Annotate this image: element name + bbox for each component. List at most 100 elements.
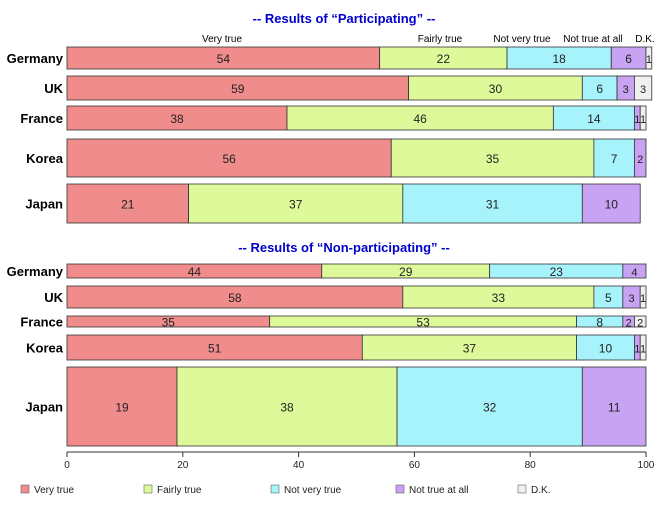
data-label-not-true-at-all-uk: 3	[623, 84, 629, 96]
bar-segment-very-true-korea	[66, 334, 363, 361]
data-label-not-true-at-all-korea: 1	[634, 344, 640, 356]
data-label-not-very-true-france: 14	[587, 112, 601, 126]
data-label-dk-france: 1	[640, 114, 646, 126]
data-label-not-very-true-korea: 10	[599, 342, 613, 356]
data-label-dk-korea: 1	[640, 344, 646, 356]
data-label-fairly-true-germany: 29	[399, 265, 413, 279]
x-tick-label-60: 60	[409, 460, 421, 471]
bar-segment-fairly-true-uk	[408, 75, 583, 101]
data-label-not-true-at-all-germany: 4	[631, 267, 637, 279]
bar-segment-dk-france	[639, 105, 647, 131]
data-label-fairly-true-uk: 30	[489, 82, 503, 96]
bar-segment-not-true-at-all-japan	[581, 183, 641, 224]
legend-swatch-dk	[517, 484, 527, 494]
legend-swatch-fairly-true	[143, 484, 153, 494]
category-label-uk: UK	[44, 81, 63, 96]
data-label-fairly-true-germany: 22	[437, 52, 451, 66]
data-label-not-true-at-all-france: 2	[626, 318, 632, 330]
data-label-dk-germany: 1	[646, 54, 652, 66]
category-label-france: France	[20, 111, 63, 126]
category-label-japan: Japan	[25, 197, 63, 212]
chart-title-participating: -- Results of “Participating” --	[253, 11, 436, 26]
legend: Very true Fairly true Not very true Not tru…	[20, 484, 550, 496]
data-label-not-true-at-all-germany: 6	[625, 52, 632, 66]
data-label-fairly-true-japan: 38	[280, 401, 294, 415]
data-label-very-true-korea: 51	[208, 342, 222, 356]
data-label-not-very-true-uk: 6	[596, 82, 603, 96]
data-label-not-very-true-uk: 5	[605, 291, 612, 305]
data-label-not-very-true-germany: 23	[550, 265, 564, 279]
data-label-not-very-true-japan: 31	[486, 198, 500, 212]
data-label-fairly-true-korea: 37	[463, 342, 477, 356]
data-label-not-true-at-all-uk: 3	[628, 293, 634, 305]
bar-segment-fairly-true-france	[286, 105, 554, 131]
legend-swatch-not-true-at-all	[395, 484, 405, 494]
legend-label-fairly-true: Fairly true	[157, 485, 202, 496]
data-label-very-true-uk: 59	[231, 82, 245, 96]
bar-segment-not-very-true-japan	[396, 366, 583, 447]
series-labels-top: Very true Fairly true Not very true Not …	[202, 34, 655, 45]
bar-segment-not-very-true-korea	[593, 138, 635, 178]
data-label-dk-uk: 3	[640, 84, 646, 96]
category-label-uk: UK	[44, 290, 63, 305]
data-label-fairly-true-france: 53	[416, 316, 430, 330]
x-tick-label-0: 0	[64, 460, 70, 471]
data-label-not-very-true-korea: 7	[611, 152, 618, 166]
category-label-korea: Korea	[26, 341, 64, 356]
data-label-not-very-true-japan: 32	[483, 401, 497, 415]
bar-segment-fairly-true-japan	[188, 183, 404, 224]
data-label-very-true-france: 35	[162, 316, 176, 330]
legend-label-dk: D.K.	[531, 485, 550, 496]
bar-segment-fairly-true-korea	[390, 138, 595, 178]
category-label-korea: Korea	[26, 151, 64, 166]
category-label-japan: Japan	[25, 400, 63, 415]
data-label-fairly-true-uk: 33	[492, 291, 506, 305]
data-label-not-true-at-all-japan: 10	[605, 198, 619, 212]
bar-segment-very-true-korea	[66, 138, 392, 178]
series-label-dk: D.K.	[635, 34, 654, 45]
data-label-not-true-at-all-japan: 11	[608, 401, 621, 415]
data-label-not-very-true-france: 8	[596, 316, 603, 330]
category-label-france: France	[20, 315, 63, 330]
data-label-very-true-france: 38	[170, 112, 184, 126]
bar-segment-not-true-at-all-korea	[634, 138, 647, 178]
data-label-very-true-uk: 58	[228, 291, 242, 305]
data-label-dk-france: 2	[637, 318, 643, 330]
data-label-not-very-true-germany: 18	[552, 52, 566, 66]
data-label-very-true-japan: 19	[115, 401, 129, 415]
data-label-fairly-true-japan: 37	[289, 198, 303, 212]
data-label-very-true-korea: 56	[222, 152, 236, 166]
legend-label-not-true-at-all: Not true at all	[409, 485, 468, 496]
legend-label-not-very-true: Not very true	[284, 485, 342, 496]
data-label-fairly-true-france: 46	[414, 112, 428, 126]
data-label-fairly-true-korea: 35	[486, 152, 500, 166]
data-label-dk-uk: 1	[640, 293, 646, 305]
series-label-not-true-at-all: Not true at all	[563, 34, 622, 45]
bar-segment-dk-uk	[634, 75, 653, 101]
data-label-not-true-at-all-korea: 2	[637, 154, 643, 166]
bar-segment-dk-uk	[639, 285, 647, 309]
bar-segment-not-true-at-all-germany	[622, 263, 647, 279]
series-label-very-true: Very true	[202, 34, 242, 45]
x-tick-label-40: 40	[293, 460, 305, 471]
data-label-not-true-at-all-france: 1	[634, 114, 640, 126]
bar-segment-very-true-japan	[66, 183, 189, 224]
bar-segment-not-true-at-all-japan	[581, 366, 647, 447]
chart-title-non-participating: -- Results of “Non-participating” --	[238, 240, 450, 255]
bar-segment-not-very-true-uk	[581, 75, 618, 101]
bar-segment-very-true-uk	[66, 75, 410, 101]
series-label-fairly-true: Fairly true	[418, 34, 463, 45]
legend-swatch-not-very-true	[270, 484, 280, 494]
series-label-not-very-true: Not very true	[493, 34, 551, 45]
legend-swatch-very-true	[20, 484, 30, 494]
bar-segment-fairly-true-korea	[361, 334, 577, 361]
x-tick-label-20: 20	[177, 460, 189, 471]
bar-segment-very-true-france	[66, 105, 288, 131]
data-label-very-true-japan: 21	[121, 198, 135, 212]
category-label-germany: Germany	[7, 51, 64, 66]
bar-segment-dk-france	[634, 315, 647, 328]
bar-segment-dk-korea	[639, 334, 647, 361]
